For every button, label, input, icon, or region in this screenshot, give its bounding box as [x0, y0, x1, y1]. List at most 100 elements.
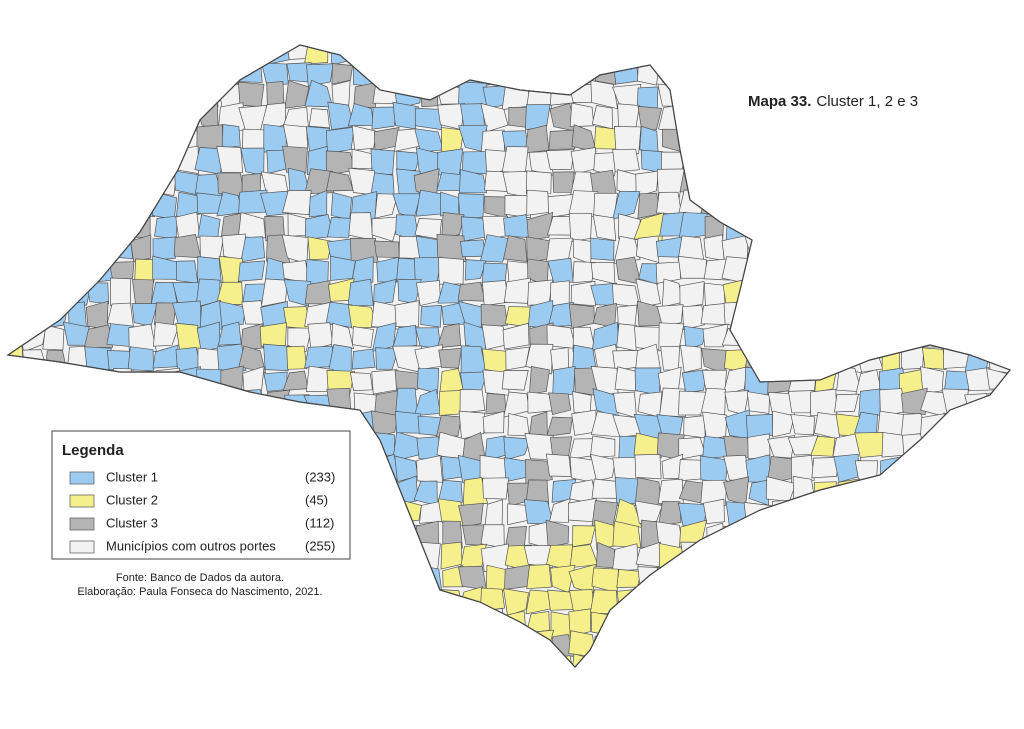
- municipality: [1011, 37, 1024, 61]
- municipality: [417, 677, 442, 698]
- municipality: [882, 45, 906, 65]
- municipality: [1008, 522, 1010, 548]
- municipality: [634, 453, 662, 480]
- municipality: [900, 607, 925, 637]
- municipality: [879, 546, 904, 570]
- municipality: [747, 433, 771, 460]
- municipality: [1008, 235, 1010, 260]
- municipality: [194, 654, 221, 667]
- municipality: [788, 348, 814, 370]
- municipality: [897, 59, 924, 83]
- municipality: [503, 277, 531, 304]
- municipality: [1011, 345, 1024, 372]
- municipality: [238, 61, 263, 83]
- municipality: [965, 147, 994, 172]
- municipality: [89, 125, 113, 153]
- municipality: [966, 189, 991, 217]
- municipality: [921, 674, 945, 703]
- municipality: [835, 190, 860, 218]
- municipality: [749, 521, 774, 550]
- municipality: [899, 655, 928, 667]
- municipality: [744, 301, 774, 329]
- municipality: [767, 238, 796, 265]
- municipality: [942, 546, 971, 569]
- municipality: [813, 257, 836, 284]
- municipality: [881, 212, 906, 242]
- municipality: [19, 236, 49, 265]
- municipality: [854, 482, 885, 506]
- municipality: [767, 322, 796, 350]
- municipality: [8, 346, 24, 371]
- municipality: [307, 676, 330, 702]
- municipality: [702, 631, 725, 660]
- municipality: [897, 323, 927, 351]
- municipality: [152, 655, 181, 667]
- municipality: [832, 526, 862, 548]
- municipality: [326, 387, 352, 419]
- municipality: [149, 107, 177, 127]
- municipality: [8, 458, 25, 483]
- municipality: [633, 432, 662, 459]
- municipality: [86, 215, 114, 242]
- municipality: [965, 323, 994, 353]
- municipality: [8, 435, 25, 463]
- municipality: [20, 191, 49, 220]
- municipality: [435, 414, 462, 439]
- municipality: [811, 457, 840, 479]
- municipality: [771, 499, 790, 527]
- municipality: [552, 366, 576, 395]
- municipality: [8, 85, 22, 107]
- municipality: [18, 565, 48, 591]
- municipality: [480, 303, 508, 329]
- municipality: [967, 652, 991, 667]
- municipality: [370, 148, 395, 177]
- municipality: [459, 389, 486, 414]
- municipality: [376, 256, 400, 283]
- municipality: [699, 569, 728, 591]
- municipality: [216, 145, 244, 173]
- municipality: [39, 101, 66, 130]
- municipality: [897, 170, 928, 197]
- municipality: [502, 651, 530, 667]
- municipality: [681, 369, 708, 394]
- municipality: [904, 45, 922, 67]
- municipality: [589, 589, 619, 614]
- municipality: [241, 654, 268, 667]
- municipality: [23, 391, 44, 419]
- municipality: [942, 497, 968, 526]
- municipality: [703, 234, 725, 262]
- municipality: [152, 321, 180, 347]
- municipality: [325, 653, 356, 667]
- municipality: [18, 636, 49, 658]
- municipality: [986, 368, 1010, 390]
- municipality: [899, 301, 924, 330]
- municipality: [919, 655, 947, 667]
- municipality: [661, 613, 686, 639]
- municipality: [831, 214, 862, 243]
- municipality: [1011, 543, 1024, 572]
- municipality: [920, 544, 950, 568]
- municipality: [437, 479, 463, 504]
- municipality: [263, 343, 291, 372]
- municipality: [789, 257, 819, 285]
- municipality: [816, 674, 840, 700]
- municipality: [677, 103, 709, 129]
- municipality: [831, 168, 861, 196]
- municipality: [618, 608, 643, 632]
- municipality: [40, 653, 70, 667]
- municipality: [217, 651, 244, 667]
- municipality: [723, 612, 751, 636]
- municipality: [746, 277, 770, 308]
- municipality: [333, 675, 356, 702]
- municipality: [85, 655, 113, 667]
- municipality: [835, 675, 862, 699]
- municipality: [61, 365, 87, 394]
- municipality: [879, 456, 903, 479]
- municipality: [466, 675, 484, 702]
- municipality: [105, 104, 135, 130]
- municipality: [901, 679, 926, 703]
- municipality: [987, 432, 1010, 459]
- municipality: [108, 612, 132, 635]
- municipality: [859, 586, 880, 613]
- municipality: [787, 524, 819, 550]
